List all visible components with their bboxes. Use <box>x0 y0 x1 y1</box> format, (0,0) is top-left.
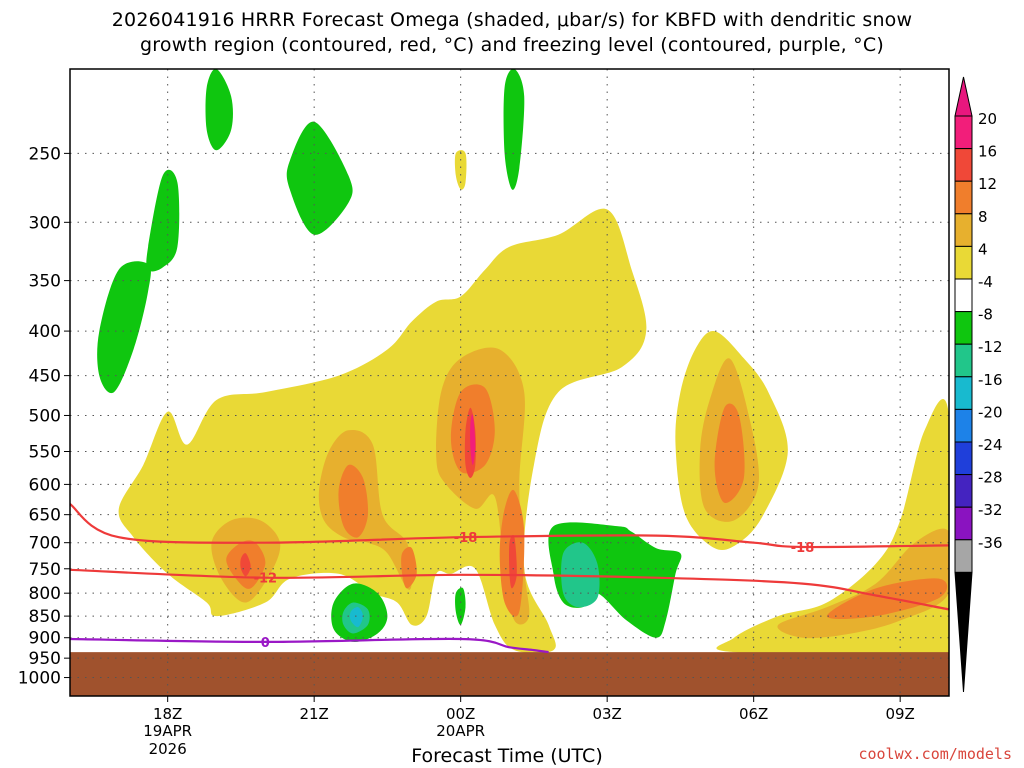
omega-region-12-16 <box>401 546 417 589</box>
chart-title-line-1: 2026041916 HRRR Forecast Omega (shaded, … <box>111 9 913 31</box>
x-tick-label: 21Z <box>299 705 328 723</box>
omega-region-neg12-29 <box>561 542 600 608</box>
colorbar-segment <box>954 441 973 476</box>
colorbar-bottom-arrow <box>954 571 973 693</box>
omega-region-12-20 <box>826 578 948 619</box>
contour-label: -18 <box>791 541 815 556</box>
colorbar-label: 20 <box>978 110 997 128</box>
colorbar-label: -36 <box>978 534 1003 552</box>
colorbar-label: 12 <box>978 175 997 193</box>
omega-region-neg8-0 <box>97 261 151 394</box>
contour-label: -18 <box>454 531 478 546</box>
x-tick-label: 00Z <box>446 705 475 723</box>
colorbar-label: -4 <box>978 273 993 291</box>
omega-region-neg8-30 <box>455 587 466 625</box>
omega-region-neg8-4 <box>503 69 525 190</box>
colorbar-segment <box>954 474 973 508</box>
omega-region-neg8-2 <box>205 69 233 151</box>
omega-region-16-21 <box>240 553 251 577</box>
x-axis-title: Forecast Time (UTC) <box>411 745 603 767</box>
colorbar-segment <box>954 245 973 280</box>
contour-label-layer: -18 -18 -12 0 <box>254 531 815 651</box>
x-tick-label: 03Z <box>592 705 621 723</box>
y-tick-label: 750 <box>29 560 61 580</box>
y-tick-label: 300 <box>29 213 61 233</box>
y-tick-label: 850 <box>29 607 61 627</box>
colorbar-top-arrow <box>954 76 973 117</box>
contour-label: -12 <box>254 572 278 587</box>
y-tick-label: 350 <box>29 272 61 292</box>
colorbar-label: 8 <box>978 208 988 226</box>
y-tick-label: 500 <box>29 406 61 426</box>
colorbar-segment <box>954 343 973 378</box>
x-tick-sublabel: 2026 <box>149 740 187 758</box>
colorbar-segment <box>954 278 973 313</box>
omega-region-12-15 <box>338 464 369 538</box>
x-tick-sublabel: 20APR <box>436 722 485 740</box>
ground-fill <box>70 652 949 696</box>
x-tick-sublabel: 19APR <box>143 722 192 740</box>
plot-frame <box>69 68 950 697</box>
x-tick-label: 06Z <box>739 705 768 723</box>
contour-label: 0 <box>261 636 270 651</box>
y-tick-label: 1000 <box>18 669 61 689</box>
colorbar-label: 4 <box>978 240 988 258</box>
omega-region-neg8-3 <box>286 121 353 235</box>
y-tick-label: 550 <box>29 443 61 463</box>
colorbar-segment <box>954 180 973 215</box>
credit-text: coolwx.com/models <box>858 745 1012 763</box>
omega-region-8-13 <box>777 528 949 639</box>
colorbar-label: -8 <box>978 306 993 324</box>
colorbar-segment <box>954 506 973 541</box>
colorbar-segment <box>954 376 973 410</box>
contour-line-neg18 <box>70 503 949 549</box>
contour-line-neg12 <box>70 568 949 611</box>
colorbar-label: -12 <box>978 338 1003 356</box>
chart-title-line-2: growth region (contoured, red, °C) and f… <box>140 34 884 56</box>
y-axis: 2503003504004505005506006507007508008509… <box>18 144 70 689</box>
colorbar-label: -28 <box>978 469 1003 487</box>
omega-region-12-19 <box>714 403 745 504</box>
y-tick-label: 900 <box>29 629 61 649</box>
omega-region-neg8-1 <box>146 169 180 272</box>
colorbar-label: -32 <box>978 501 1003 519</box>
y-tick-label: 600 <box>29 475 61 495</box>
x-tick-label: 09Z <box>885 705 914 723</box>
colorbar-segment <box>954 539 973 573</box>
colorbar-segment <box>954 408 973 443</box>
plot-border <box>69 68 950 697</box>
colorbar: 20 16 12 8 4 -4 -8 -12 -16 -20 -24 -28 -32 -36 <box>954 76 1003 693</box>
colorbar-label: 16 <box>978 143 997 161</box>
y-tick-label: 450 <box>29 367 61 387</box>
colorbar-segment <box>954 213 973 247</box>
colorbar-segment <box>954 148 973 182</box>
colorbar-label: -20 <box>978 403 1003 421</box>
y-tick-label: 250 <box>29 144 61 164</box>
y-tick-label: 800 <box>29 584 61 604</box>
y-tick-label: 650 <box>29 506 61 526</box>
omega-region-4-5 <box>454 150 467 190</box>
colorbar-segment <box>954 115 973 150</box>
colorbar-label: -16 <box>978 371 1003 389</box>
y-tick-label: 950 <box>29 649 61 669</box>
ground-layer <box>70 652 949 696</box>
x-tick-label: 18Z <box>153 705 182 723</box>
contour-layer <box>70 503 949 654</box>
colorbar-label: -24 <box>978 436 1003 454</box>
omega-region-neg16-27 <box>349 606 363 628</box>
colorbar-segment <box>954 311 973 345</box>
contour-line-0 <box>70 637 549 654</box>
y-tick-label: 400 <box>29 322 61 342</box>
y-tick-label: 700 <box>29 534 61 554</box>
omega-region-20-24 <box>470 414 476 466</box>
